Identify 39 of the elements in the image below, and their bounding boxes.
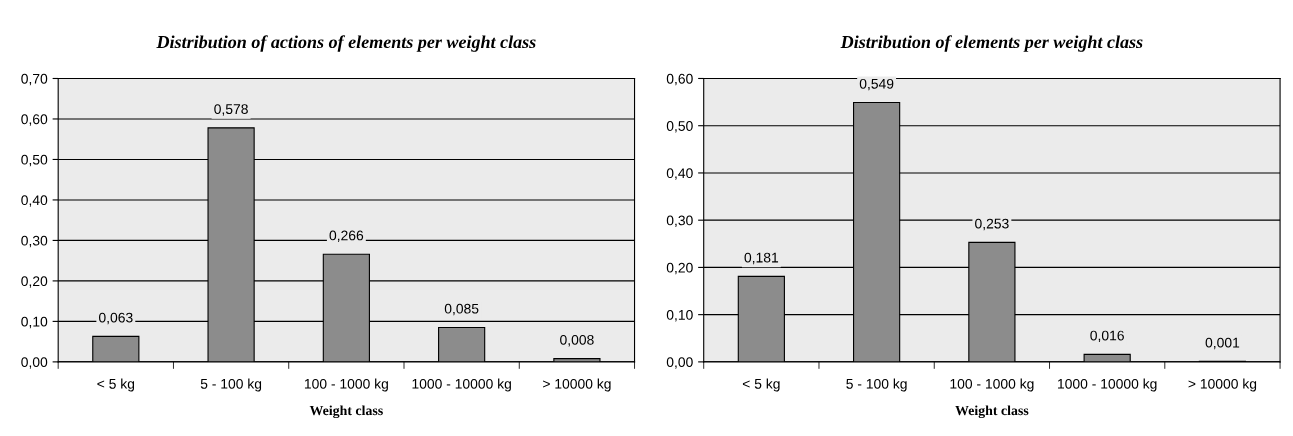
- y-tick-label: 0,60: [21, 114, 48, 126]
- y-tick-label: 0,10: [666, 309, 693, 322]
- x-tick-label: 100 - 1000 kg: [950, 378, 1034, 392]
- x-tick-label: > 10000 kg: [543, 378, 611, 392]
- x-axis-title: Weight class: [309, 405, 383, 419]
- y-tick-label: 0,30: [21, 235, 48, 248]
- y-tick-label: 0,50: [666, 121, 693, 133]
- data-label: 0,008: [560, 334, 594, 347]
- chart-title: Distribution of elements per weight class: [840, 35, 1143, 52]
- y-tick-label: 0,00: [666, 357, 693, 369]
- x-tick-label: 100 - 1000 kg: [304, 378, 388, 392]
- x-tick-label: < 5 kg: [97, 378, 135, 392]
- data-label: 0,085: [444, 303, 479, 316]
- x-tick-label: > 10000 kg: [1188, 378, 1257, 392]
- data-label: 0,549: [859, 78, 894, 91]
- y-tick-label: 0,70: [21, 73, 48, 86]
- data-label: 0,578: [214, 104, 248, 116]
- data-label: 0,181: [744, 252, 779, 265]
- x-tick-label: 1000 - 10000 kg: [412, 378, 511, 392]
- x-tick-label: 5 - 100 kg: [846, 378, 907, 392]
- y-tick-label: 0,60: [666, 73, 693, 86]
- data-label: 0,253: [975, 218, 1009, 231]
- y-tick-label: 0,30: [666, 215, 693, 227]
- y-tick-label: 0,10: [21, 316, 48, 329]
- x-axis-title: Weight class: [955, 405, 1029, 419]
- x-tick-label: 1000 - 10000 kg: [1058, 378, 1157, 392]
- data-label: 0,016: [1090, 330, 1124, 343]
- y-tick-label: 0,20: [21, 276, 48, 288]
- chart-title: Distribution of actions of elements per weight class: [156, 35, 536, 52]
- x-tick-label: 5 - 100 kg: [200, 378, 262, 392]
- y-tick-label: 0,50: [21, 154, 48, 167]
- x-tick-label: < 5 kg: [742, 378, 780, 392]
- data-label: 0,063: [98, 312, 133, 325]
- y-tick-label: 0,40: [666, 168, 693, 180]
- data-label: 0,001: [1205, 337, 1240, 350]
- y-tick-label: 0,00: [21, 357, 48, 369]
- data-label: 0,266: [329, 230, 364, 242]
- y-tick-label: 0,20: [666, 262, 693, 275]
- y-tick-label: 0,40: [21, 195, 48, 207]
